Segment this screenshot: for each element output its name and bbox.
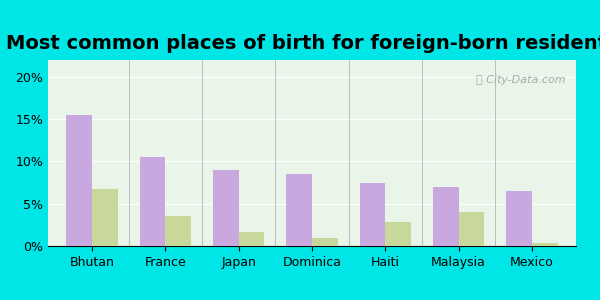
Bar [166,216,191,246]
Bar [458,212,484,246]
Bar [506,191,532,246]
Bar [67,115,92,246]
Bar [213,170,239,246]
Bar [532,244,557,246]
Bar [140,157,166,246]
Bar [312,238,338,246]
Bar [92,188,118,246]
Text: ⌕ City-Data.com: ⌕ City-Data.com [476,75,565,85]
Title: Most common places of birth for foreign-born residents: Most common places of birth for foreign-… [6,34,600,53]
Bar [359,183,385,246]
Bar [433,187,458,246]
Bar [286,174,312,246]
Bar [239,232,265,246]
Bar [385,222,411,246]
